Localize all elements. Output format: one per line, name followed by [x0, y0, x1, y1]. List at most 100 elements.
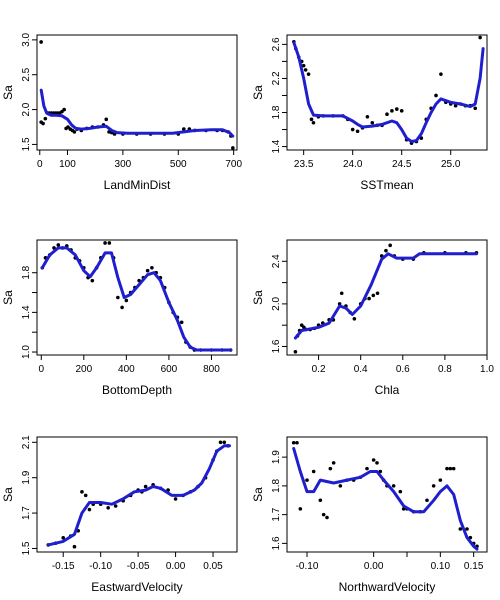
data-point — [384, 248, 388, 253]
plot-frame — [286, 34, 488, 151]
data-point — [113, 504, 118, 508]
smooth-fit-line — [39, 88, 235, 138]
y-axis-title: Sa — [251, 290, 265, 305]
data-point — [309, 117, 314, 122]
x-tick-label: 24.5 — [392, 159, 412, 170]
plot-frame — [36, 436, 238, 553]
y-tick-label: 1.9 — [21, 470, 32, 484]
y-tick-label: 1.0 — [21, 345, 32, 359]
data-point — [90, 278, 95, 283]
panel-2: 23.5 24.0 24.5 25.0 1.4 1.8 2.2 2.6 SSTmean Sa — [251, 34, 488, 192]
x-tick-label: 1.0 — [480, 364, 494, 375]
y-tick-label: 1.8 — [21, 265, 32, 279]
x-tick-label: 0 — [37, 159, 43, 170]
data-point — [61, 536, 66, 540]
data-point — [124, 298, 129, 303]
data-point — [367, 296, 371, 301]
data-point — [72, 130, 77, 134]
data-point — [106, 505, 110, 510]
x-tick-label: 0.8 — [438, 364, 452, 375]
data-point — [120, 305, 124, 310]
smooth-fit-line — [40, 246, 233, 352]
data-point — [451, 466, 456, 471]
x-tick-label: -0.05 — [127, 561, 150, 572]
data-point — [222, 440, 227, 445]
y-tick-label: 2.1 — [21, 435, 32, 449]
y-tick-label: 1.8 — [271, 105, 282, 119]
x-tick-label: 0.10 — [431, 561, 451, 572]
data-point — [370, 120, 375, 125]
x-tick-label: 800 — [203, 364, 220, 375]
plot-frame — [286, 239, 488, 356]
data-point — [399, 109, 404, 113]
data-point — [425, 498, 429, 503]
data-point — [231, 146, 235, 150]
data-point — [293, 350, 298, 354]
panel-6: -0.10 0.00 0.10 0.15 1.6 1.7 1.8 1.9 NorthwardVe… — [251, 436, 488, 594]
y-tick-label: 1.9 — [271, 450, 282, 464]
x-tick-label: 700 — [225, 159, 242, 170]
data-point — [325, 515, 329, 520]
data-point — [438, 478, 443, 482]
x-axis-title: SSTmean — [360, 178, 413, 192]
smooth-fit-line — [46, 444, 231, 547]
data-point — [388, 243, 392, 248]
data-point — [375, 291, 380, 296]
data-point — [371, 293, 376, 298]
y-tick-label: 1.6 — [271, 536, 282, 550]
data-point — [182, 127, 186, 131]
x-tick-label: 0.2 — [312, 364, 326, 375]
data-point — [179, 320, 184, 325]
data-point — [43, 116, 48, 121]
data-point — [465, 527, 469, 531]
x-tick-label: 0.00 — [166, 561, 186, 572]
x-axis-title: EastwardVelocity — [91, 580, 182, 594]
data-point — [295, 440, 299, 445]
x-tick-label: 0.6 — [396, 364, 410, 375]
data-point — [375, 461, 379, 465]
x-tick-label: -0.15 — [52, 561, 75, 572]
x-tick-label: 100 — [59, 159, 76, 170]
data-point — [311, 120, 316, 125]
data-point — [62, 107, 66, 112]
x-tick-label: -0.10 — [89, 561, 112, 572]
data-point — [150, 265, 154, 270]
data-point — [434, 93, 438, 98]
x-tick-label: 400 — [118, 364, 135, 375]
data-point — [365, 466, 369, 471]
y-tick-label: 1.6 — [271, 339, 282, 353]
panel-1: 0 100 300 500 700 1.5 2.0 2.5 3.0 LandMinDist Sa — [1, 32, 242, 192]
x-axis-title: Chla — [375, 383, 400, 397]
smooth-fit-line — [292, 447, 479, 551]
data-point — [391, 484, 396, 488]
x-tick-label: 200 — [75, 364, 92, 375]
plot-frame — [286, 436, 488, 553]
data-point — [395, 107, 399, 111]
x-axis-title: NorthwardVelocity — [339, 580, 436, 594]
y-tick-label: 1.4 — [21, 305, 32, 319]
y-tick-label: 2.5 — [21, 67, 32, 81]
data-point — [371, 458, 376, 462]
data-point — [318, 498, 323, 503]
y-tick-label: 2.0 — [21, 102, 32, 116]
y-axis-title: Sa — [1, 487, 15, 502]
plot-frame — [36, 34, 238, 151]
panel-4: 0.2 0.4 0.6 0.8 1.0 1.6 2.0 2.4 Chla Sa — [251, 239, 494, 397]
data-point — [303, 68, 308, 72]
data-point — [107, 241, 112, 245]
data-point — [478, 35, 482, 40]
y-tick-label: 2.6 — [271, 37, 282, 51]
x-axis-title: LandMinDist — [104, 178, 171, 192]
y-tick-label: 2.2 — [271, 71, 282, 85]
y-tick-label: 1.5 — [21, 541, 32, 555]
data-point — [143, 484, 148, 489]
x-tick-label: 0 — [38, 364, 44, 375]
data-point — [473, 106, 478, 111]
x-tick-label: 500 — [170, 159, 187, 170]
data-point — [431, 484, 436, 488]
x-axis-title: BottomDepth — [102, 383, 172, 397]
x-tick-label: 0.15 — [464, 561, 484, 572]
data-point — [173, 497, 178, 501]
data-point — [311, 469, 316, 474]
